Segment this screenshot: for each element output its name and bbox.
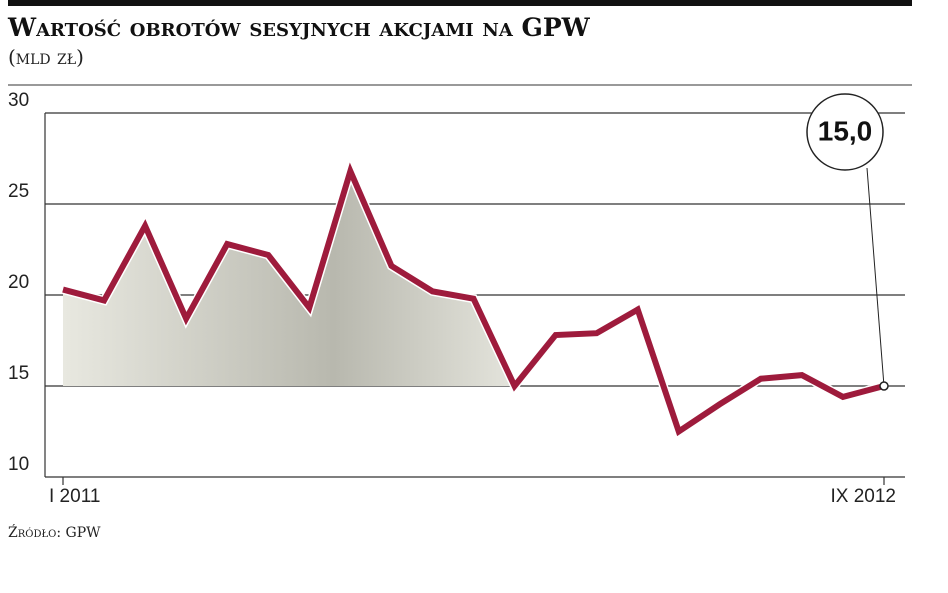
point-marker: [879, 381, 889, 391]
chart-title: Wartość obrotów sesyjnych akcjami na GPW: [7, 13, 591, 42]
chart-subtitle: (mld zł): [8, 45, 84, 69]
x-tick-label: I 2011: [49, 486, 100, 507]
y-tick-label: 15: [8, 363, 29, 384]
y-tick-label: 25: [8, 181, 29, 202]
y-tick-label: 30: [8, 90, 29, 111]
source: Źródło: GPW: [8, 523, 101, 541]
x-tick-label: IX 2012: [831, 486, 897, 507]
y-tick-label: 10: [8, 454, 29, 475]
data-line: [62, 162, 885, 437]
callout-circle: [806, 93, 884, 171]
y-tick-label: 20: [8, 272, 29, 293]
callout-line: [866, 167, 885, 387]
area-shade: [63, 171, 515, 386]
value-label: 15,0: [818, 115, 873, 146]
top-rule: [8, 0, 912, 6]
